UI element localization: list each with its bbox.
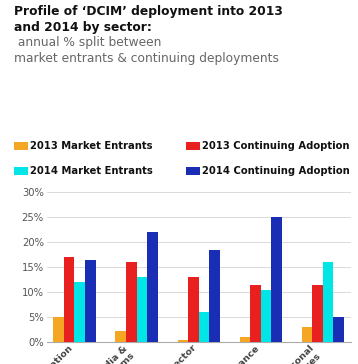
Text: Profile of ‘DCIM’ deployment into 2013
and 2014 by sector:: Profile of ‘DCIM’ deployment into 2013 a… xyxy=(14,5,283,34)
Bar xyxy=(147,232,158,342)
Bar xyxy=(137,277,147,342)
Bar xyxy=(302,327,312,342)
Bar xyxy=(240,337,250,342)
Bar xyxy=(250,285,261,342)
Bar xyxy=(199,312,209,342)
Bar xyxy=(312,285,323,342)
Text: annual % split between
market entrants & continuing deployments: annual % split between market entrants &… xyxy=(14,5,279,65)
Bar xyxy=(261,290,271,342)
Bar xyxy=(53,317,64,342)
Bar xyxy=(85,260,96,342)
Bar xyxy=(116,331,126,342)
Bar xyxy=(271,217,282,342)
Text: 2014 Continuing Adoption: 2014 Continuing Adoption xyxy=(202,166,349,176)
Text: 2014 Market Entrants: 2014 Market Entrants xyxy=(30,166,153,176)
Bar xyxy=(178,340,188,342)
Bar xyxy=(188,277,199,342)
Bar xyxy=(333,317,344,342)
Bar xyxy=(323,262,333,342)
Bar xyxy=(74,282,85,342)
Bar xyxy=(209,250,220,342)
Bar xyxy=(64,257,74,342)
Text: 2013 Continuing Adoption: 2013 Continuing Adoption xyxy=(202,141,349,151)
Text: 2013 Market Entrants: 2013 Market Entrants xyxy=(30,141,152,151)
Bar xyxy=(126,262,137,342)
